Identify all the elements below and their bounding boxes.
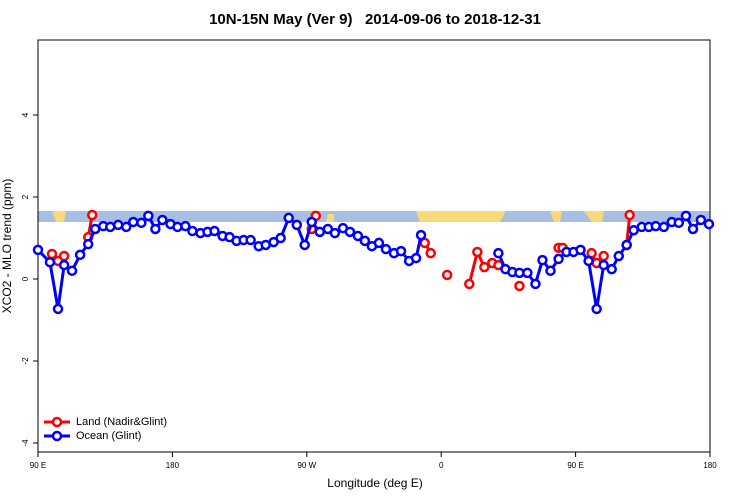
- data-point: [150, 223, 161, 235]
- data-point: [314, 226, 326, 238]
- data-point: [74, 249, 86, 261]
- data-point: [373, 237, 385, 249]
- data-point: [299, 239, 310, 251]
- data-point: [136, 217, 147, 229]
- data-point: [66, 265, 78, 277]
- data-point: [128, 216, 139, 228]
- data-point: [522, 267, 533, 279]
- data-point: [624, 209, 635, 221]
- data-point: [245, 234, 256, 246]
- data-point: [575, 244, 586, 256]
- data-point: [32, 244, 44, 256]
- data-point: [695, 214, 707, 226]
- data-point: [530, 278, 541, 290]
- data-point: [86, 209, 98, 221]
- data-point: [58, 259, 70, 271]
- data-point: [157, 214, 168, 226]
- x-tick-label: 0: [439, 461, 444, 470]
- data-point: [514, 280, 525, 292]
- data-point: [306, 216, 317, 228]
- x-tick-label: 180: [703, 461, 717, 470]
- legend-label: Land (Nadir&Glint): [76, 416, 167, 428]
- data-point: [112, 219, 124, 231]
- ocean-strip: [38, 211, 710, 222]
- data-point: [291, 219, 303, 231]
- data-point: [121, 221, 132, 233]
- data-point: [472, 246, 483, 258]
- y-tick-label: 0: [21, 276, 30, 281]
- data-point: [415, 229, 427, 241]
- y-tick-label: -2: [21, 357, 30, 365]
- data-point: [537, 254, 548, 266]
- data-point: [283, 212, 294, 224]
- data-point: [58, 250, 70, 262]
- data-point: [493, 247, 504, 259]
- data-point: [479, 261, 490, 273]
- y-tick-label: 2: [21, 194, 30, 199]
- land-patch: [52, 211, 66, 222]
- data-point: [545, 265, 556, 277]
- data-point: [680, 210, 692, 222]
- land-patch: [416, 211, 506, 222]
- data-point: [52, 303, 64, 315]
- data-point: [598, 250, 609, 262]
- data-point: [553, 253, 564, 265]
- legend-marker: [51, 416, 63, 428]
- x-axis-label: Longitude (deg E): [327, 476, 422, 490]
- x-tick-label: 180: [166, 461, 180, 470]
- x-tick-label: 90 E: [567, 461, 583, 470]
- data-point: [598, 259, 609, 271]
- y-tick-label: 4: [21, 112, 30, 117]
- data-point: [143, 210, 154, 222]
- data-point: [187, 225, 198, 237]
- x-tick-label: 90 E: [30, 461, 46, 470]
- data-point: [628, 224, 639, 236]
- data-point: [703, 218, 715, 230]
- legend-label: Ocean (Glint): [76, 430, 141, 442]
- data-point: [89, 223, 101, 235]
- data-point: [606, 263, 617, 275]
- data-point: [621, 239, 632, 251]
- data-point: [380, 243, 392, 255]
- land-patch: [550, 211, 604, 222]
- data-point: [591, 303, 602, 315]
- x-tick-label: 90 W: [297, 461, 316, 470]
- y-axis-label: XCO2 - MLO trend (ppm): [0, 179, 14, 314]
- data-point: [44, 256, 56, 268]
- data-point: [395, 245, 407, 257]
- data-point: [410, 252, 422, 264]
- data-point: [583, 255, 594, 267]
- data-point: [613, 250, 625, 262]
- data-point: [687, 223, 699, 235]
- data-point: [344, 226, 356, 238]
- y-tick-label: -4: [21, 439, 30, 447]
- data-point: [464, 278, 475, 290]
- land-patch: [312, 211, 334, 222]
- data-point: [180, 220, 191, 232]
- data-point: [658, 221, 670, 233]
- map-strip: [38, 211, 710, 222]
- data-point: [650, 220, 662, 232]
- legend-marker: [51, 430, 63, 442]
- data-point: [359, 235, 371, 247]
- data-point: [329, 227, 341, 239]
- data-point: [425, 247, 436, 259]
- data-point: [352, 230, 364, 242]
- data-point: [275, 232, 286, 244]
- data-point: [441, 269, 453, 281]
- data-point: [209, 225, 220, 237]
- data-point: [673, 217, 685, 229]
- data-point: [82, 238, 94, 250]
- chart-title: 10N-15N May (Ver 9) 2014-09-06 to 2018-1…: [209, 11, 541, 28]
